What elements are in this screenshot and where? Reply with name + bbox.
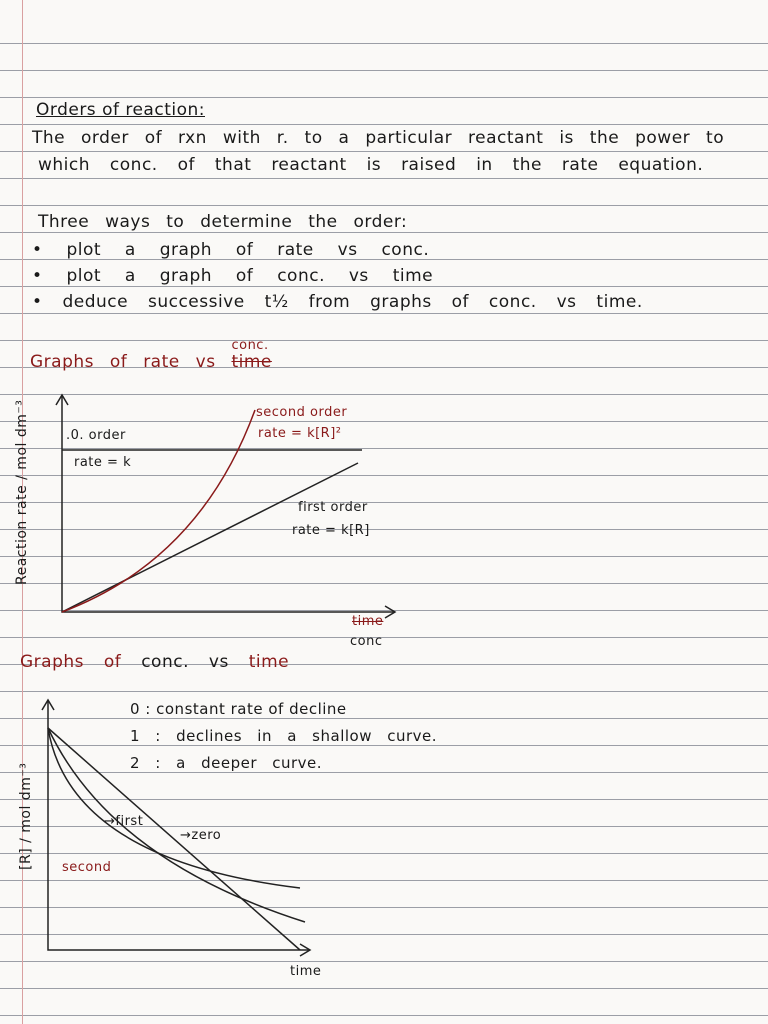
x-axis-label: time	[290, 964, 322, 979]
first-order-name: first order	[298, 500, 368, 515]
zero-label: →zero	[180, 828, 222, 843]
y-axis-label: Reaction rate / mol dm⁻³	[14, 399, 30, 585]
text: plot a graph of conc. vs time	[66, 266, 434, 286]
text: Graphs of rate vs	[30, 352, 216, 372]
note: 0 : constant rate of decline	[130, 700, 347, 718]
zero-order-equation: rate = k	[74, 455, 132, 470]
zero-order-name: .0. order	[66, 428, 126, 443]
correction: time conc.	[231, 338, 272, 372]
y-axis-label: [R] / mol dm⁻³	[18, 762, 34, 870]
first-order-curve	[47, 727, 306, 923]
heading: Orders of reaction:	[36, 100, 205, 120]
note: 2 : a deeper curve.	[130, 754, 323, 772]
method-item: • deduce successive t½ from graphs of co…	[32, 292, 643, 312]
first-order-equation: rate = k[R]	[292, 523, 370, 538]
second-order-curve	[61, 409, 256, 613]
x-struck: time	[352, 614, 384, 629]
arrowheads	[55, 393, 397, 619]
second-label: second	[62, 860, 112, 875]
graph-title: Graphs of conc. vs time	[20, 652, 289, 672]
text: deduce successive t½ from graphs of conc…	[62, 292, 643, 312]
text: time	[248, 652, 290, 672]
first-label: →first	[104, 814, 144, 829]
methods-title: Three ways to determine the order:	[38, 212, 408, 232]
zero-order-line	[47, 727, 301, 951]
definition-line: The order of rxn with r. to a particular…	[32, 128, 725, 148]
text: plot a graph of rate vs conc.	[66, 240, 430, 260]
second-order-equation: rate = k[R]²	[258, 426, 342, 441]
x-axis-label: conc	[350, 634, 383, 649]
second-order-curve	[47, 727, 301, 889]
second-order-name: second order	[256, 405, 348, 420]
axes	[47, 700, 310, 951]
first-order-line	[61, 462, 359, 613]
method-item: • plot a graph of rate vs conc.	[32, 240, 430, 260]
text: Graphs of	[20, 652, 122, 672]
definition-line: which conc. of that reactant is raised i…	[38, 155, 704, 175]
text: conc. vs	[141, 652, 229, 672]
text: conc.	[231, 338, 269, 353]
struck: time	[231, 352, 272, 372]
margin-line	[22, 0, 23, 1024]
arrowheads	[41, 698, 312, 957]
note: 1 : declines in a shallow curve.	[130, 727, 438, 745]
graph-title: Graphs of rate vs time conc.	[30, 338, 272, 372]
method-item: • plot a graph of conc. vs time	[32, 266, 434, 286]
